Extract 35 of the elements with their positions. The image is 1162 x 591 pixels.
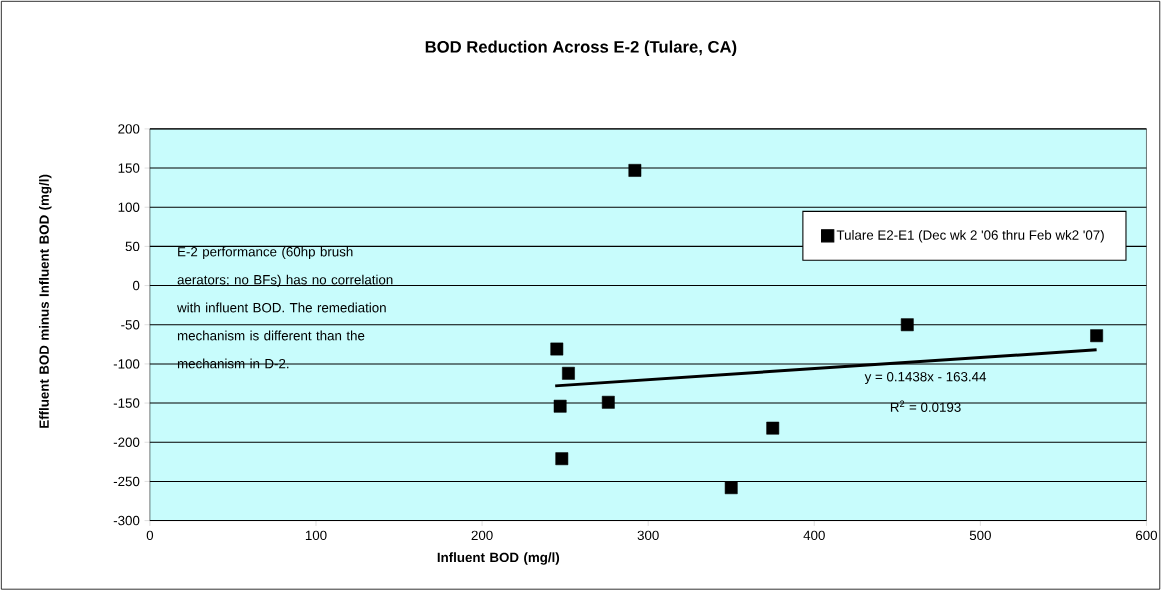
x-tick-label: 600 (1136, 530, 1158, 541)
y-tick-label: 100 (118, 202, 140, 213)
annotation: R$^{2}$ = 0.0193 (890, 400, 961, 413)
y-tick-label: 0 (132, 281, 140, 291)
x-axis-title: Influent BOD (mg/l) (437, 552, 560, 566)
x-tick-label: 300 (637, 530, 659, 541)
y-axis-title: Effluent BOD minus Influent BOD (mg/l) (39, 175, 52, 429)
legend-label: Tulare E2-E1 (Dec wk 2 '06 thru Feb wk2 '07) (836, 230, 1104, 243)
x-tick-label: 200 (471, 530, 493, 541)
point (601, 396, 615, 409)
point (766, 421, 780, 435)
point (562, 367, 575, 380)
y-tick-label: 150 (118, 163, 140, 174)
point (555, 452, 569, 466)
text: E-2 performance (60hp brush aerators; no BFs) has no correlation with influent BOD. The remediation mechanism is different than the mechanism in D-2. (177, 246, 393, 369)
y-tick-label: -100 (113, 359, 140, 369)
point (550, 342, 564, 356)
chart-title: BOD Reduction Across E-2 (Tulare, CA) (425, 40, 737, 57)
x-tick-label: 400 (803, 530, 825, 541)
y-tick-label: -150 (113, 398, 140, 409)
y-tick-label: -300 (113, 516, 140, 526)
point (900, 318, 914, 332)
annotation: y = 0.1438x - 163.44 (864, 372, 987, 385)
y-tick-label: -250 (113, 476, 140, 487)
y-tick-label: -200 (113, 437, 140, 448)
x-tick-label: 100 (305, 530, 327, 541)
point (628, 164, 642, 178)
point (553, 400, 567, 413)
y-tick-label: 200 (118, 124, 140, 134)
x-tick-label: 0 (146, 530, 154, 541)
y-tick-label: 50 (125, 241, 140, 252)
point (724, 481, 738, 495)
x-tick-label: 500 (969, 530, 991, 541)
point (1090, 329, 1104, 343)
y-tick-label: -50 (121, 320, 140, 330)
